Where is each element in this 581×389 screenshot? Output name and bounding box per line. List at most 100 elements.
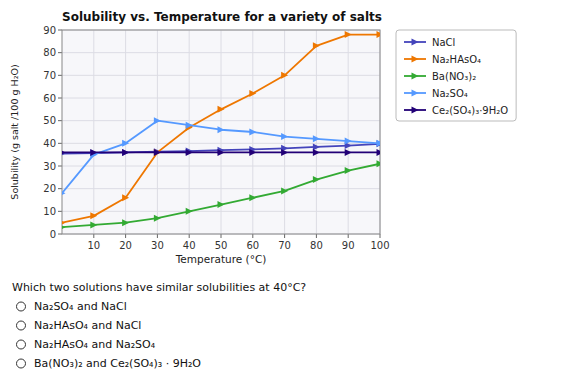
- tick-label-y: 30: [43, 161, 56, 172]
- series-marker: [122, 219, 129, 226]
- tick-y: [58, 211, 62, 212]
- tick-x: [348, 234, 349, 238]
- series-marker: [345, 167, 352, 174]
- series-marker: [154, 149, 161, 156]
- series-marker: [313, 143, 320, 150]
- tick-y: [58, 75, 62, 76]
- series-marker: [377, 31, 381, 38]
- series-marker: [281, 187, 288, 194]
- tick-label-x: 90: [342, 240, 355, 251]
- option-bullet: [17, 321, 26, 330]
- series-marker: [345, 31, 352, 38]
- series-marker: [186, 149, 193, 156]
- legend-label: Ce₂(SO₄)₃·9H₂O: [432, 105, 508, 116]
- grid-line-x: [348, 30, 349, 234]
- option-bullet: [17, 302, 26, 311]
- tick-x: [284, 234, 285, 238]
- grid-line-x: [284, 30, 285, 234]
- series-marker: [249, 90, 256, 97]
- legend-label: Na₂SO₄: [432, 88, 468, 99]
- tick-label-x: 20: [119, 240, 132, 251]
- grid-line-x: [316, 30, 317, 234]
- plot-area: [62, 31, 380, 231]
- series-marker: [345, 138, 352, 145]
- tick-y: [58, 143, 62, 144]
- tick-y: [58, 120, 62, 121]
- tick-x: [252, 234, 253, 238]
- tick-x: [380, 234, 381, 238]
- tick-y: [58, 234, 62, 235]
- tick-label-y: 60: [43, 93, 56, 104]
- legend-marker: [412, 56, 419, 63]
- tick-label-y: 0: [50, 229, 56, 240]
- tick-label-y: 50: [43, 115, 56, 126]
- series-marker: [249, 194, 256, 201]
- option-bullet: [17, 340, 26, 349]
- series-marker: [62, 149, 66, 156]
- series-marker: [154, 149, 161, 156]
- tick-label-y: 90: [43, 25, 56, 36]
- series-marker: [377, 140, 381, 147]
- grid-line-x: [93, 30, 94, 234]
- series-marker: [90, 149, 97, 156]
- tick-label-y: 10: [43, 206, 56, 217]
- tick-label-x: 60: [246, 240, 259, 251]
- series-marker: [281, 133, 288, 140]
- legend: NaClNa₂HAsO₄Ba(NO₃)₂Na₂SO₄Ce₂(SO₄)₃·9H₂O: [396, 30, 516, 121]
- series-line: [62, 35, 380, 223]
- tick-y: [58, 52, 62, 53]
- tick-x: [125, 234, 126, 238]
- option-text: Na₂HAsO₄ and NaCl: [34, 319, 141, 332]
- series-marker: [122, 149, 129, 156]
- series-line: [62, 121, 380, 194]
- series-marker: [90, 212, 97, 219]
- series-marker: [345, 149, 352, 156]
- series-marker: [313, 176, 320, 183]
- series-marker: [218, 201, 225, 208]
- series-line: [62, 164, 380, 227]
- tick-x: [221, 234, 222, 238]
- series-marker: [313, 135, 320, 142]
- tick-label-y: 70: [43, 70, 56, 81]
- series-marker: [62, 219, 66, 226]
- tick-label-x: 40: [183, 240, 196, 251]
- series-marker: [154, 215, 161, 222]
- series-marker: [90, 221, 97, 228]
- legend-marker: [412, 107, 419, 114]
- tick-label-x: 100: [370, 240, 389, 251]
- option-text: Ba(NO₃)₂ and Ce₂(SO₄)₃ · 9H₂O: [34, 357, 201, 370]
- series-marker: [281, 149, 288, 156]
- plot-frame: [62, 30, 380, 234]
- series-marker: [249, 149, 256, 156]
- tick-y: [58, 98, 62, 99]
- tick-y: [58, 166, 62, 167]
- legend-marker: [412, 39, 419, 46]
- grid-line-x: [125, 30, 126, 234]
- series-marker: [249, 129, 256, 136]
- tick-label-x: 80: [310, 240, 323, 251]
- grid-line-x: [157, 30, 158, 234]
- tick-y: [58, 188, 62, 189]
- x-axis-label: Temperature (°C): [175, 253, 267, 265]
- legend-label: NaCl: [432, 37, 455, 48]
- series-marker: [313, 149, 320, 156]
- tick-label-y: 20: [43, 183, 56, 194]
- series-marker: [377, 160, 381, 167]
- series-marker: [218, 149, 225, 156]
- tick-label-y: 40: [43, 138, 56, 149]
- option-text: Na₂SO₄ and NaCl: [34, 300, 127, 313]
- series-marker: [186, 122, 193, 129]
- series-marker: [62, 190, 66, 197]
- legend-frame: [396, 30, 516, 121]
- question-text: Which two solutions have similar solubil…: [12, 281, 306, 294]
- tick-label-x: 10: [87, 240, 100, 251]
- tick-x: [316, 234, 317, 238]
- tick-label-x: 70: [278, 240, 291, 251]
- legend-marker: [412, 90, 419, 97]
- legend-marker: [412, 73, 419, 80]
- tick-label-x: 30: [151, 240, 164, 251]
- grid-line-x: [189, 30, 190, 234]
- chart: 0102030405060708090102030405060708090100…: [0, 0, 581, 389]
- tick-x: [189, 234, 190, 238]
- tick-y: [58, 30, 62, 31]
